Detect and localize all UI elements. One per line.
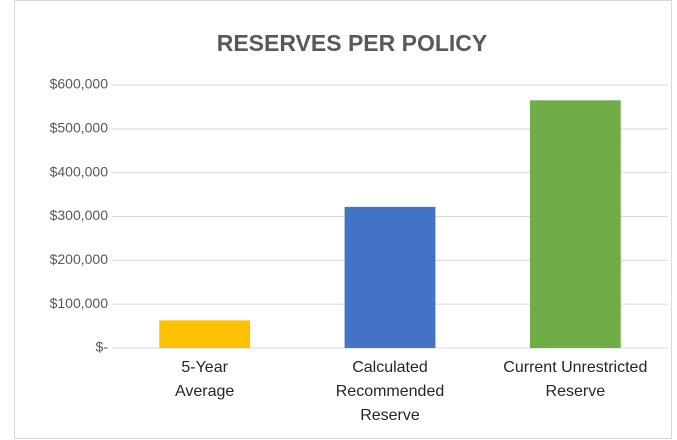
y-tick-label: $500,000: [50, 120, 109, 136]
y-tick-label: $200,000: [50, 251, 109, 267]
x-tick-label: Calculated Recommended Reserve: [335, 359, 445, 424]
y-tick-label: $400,000: [50, 163, 109, 179]
y-tick-label: $300,000: [50, 207, 109, 223]
chart-title: RESERVES PER POLICY: [217, 30, 488, 56]
x-tick-label: 5-Year Average: [175, 359, 235, 400]
y-tick-label: $-: [96, 339, 109, 355]
y-tick-label: $600,000: [50, 76, 109, 92]
bar: [159, 320, 251, 348]
x-tick-label: Current Unrestricted Reserve: [503, 359, 648, 400]
bar: [344, 206, 436, 348]
y-tick-label: $100,000: [50, 295, 109, 311]
bar: [529, 100, 621, 348]
